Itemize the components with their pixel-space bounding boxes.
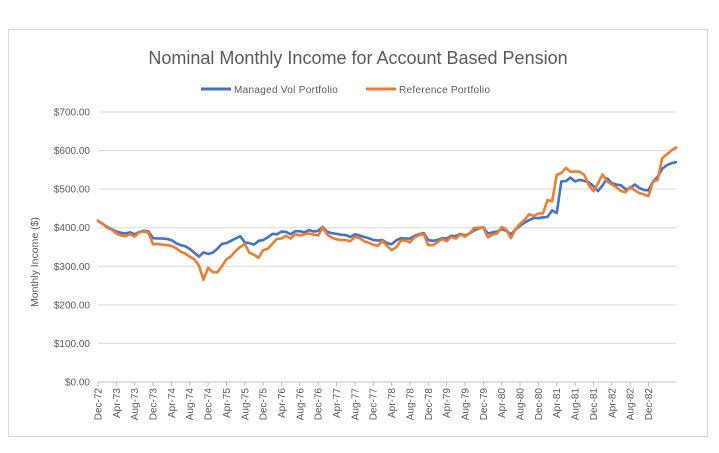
x-tick-label: Aug-81 [571,388,582,421]
y-tick-label: $500.00 [54,185,91,196]
x-tick-label: Dec-74 [204,388,215,421]
x-tick-label: Apr-81 [552,388,563,418]
x-tick-label: Dec-73 [149,388,160,421]
y-tick-label: $700.00 [54,108,91,119]
x-tick-label: Dec-77 [369,388,380,421]
x-tick-label: Dec-81 [589,388,600,421]
x-tick-label: Apr-75 [222,388,233,418]
legend-label-managed-vol: Managed Vol Portfolio [234,85,338,96]
legend: Managed Vol Portfolio Reference Portfoli… [201,85,490,96]
x-tick-label: Aug-76 [295,388,306,421]
x-tick-label: Aug-77 [350,388,361,421]
y-axis-title: Monthly Income ($) [29,217,41,307]
x-tick-label: Dec-82 [644,388,655,421]
x-tick-label: Apr-80 [497,388,508,418]
line-chart: Nominal Monthly Income for Account Based… [29,48,678,420]
x-tick-label: Dec-72 [94,388,105,421]
y-axis-ticks: $0.00 $100.00 $200.00 $300.00 $400.00 $500.00… [54,108,91,389]
x-tick-label: Apr-77 [332,388,343,418]
chart-title: Nominal Monthly Income for Account Based… [148,48,567,68]
x-tick-label: Dec-76 [314,388,325,421]
y-tick-label: $0.00 [65,378,90,389]
chart-area: Nominal Monthly Income for Account Based… [8,29,708,437]
series-line-managed-vol [96,160,678,258]
x-tick-label: Apr-76 [277,388,288,418]
y-tick-label: $600.00 [54,146,91,157]
x-tick-label: Dec-79 [479,388,490,421]
gridlines [98,111,676,383]
x-tick-label: Apr-79 [442,388,453,418]
x-tick-label: Aug-80 [516,388,527,421]
y-tick-label: $400.00 [54,223,91,234]
x-axis-ticks: Dec-72 Apr-73 Aug-73 Dec-73 Apr-74 Aug-74 Dec-… [94,382,655,420]
x-tick-label: Dec-75 [259,388,270,421]
x-tick-label: Dec-80 [534,388,545,421]
x-tick-label: Aug-75 [240,388,251,421]
legend-label-reference: Reference Portfolio [399,85,490,96]
x-tick-label: Aug-82 [626,388,637,421]
x-tick-label: Aug-79 [460,388,471,421]
x-tick-label: Aug-73 [130,388,141,421]
series-lines [96,146,678,282]
x-tick-label: Dec-78 [424,388,435,421]
y-tick-label: $100.00 [54,339,91,350]
y-tick-label: $300.00 [54,262,91,273]
x-tick-label: Aug-78 [405,388,416,421]
x-tick-label: Apr-78 [387,388,398,418]
x-tick-label: Apr-74 [167,388,178,418]
x-tick-label: Aug-74 [185,388,196,421]
x-tick-label: Apr-73 [112,388,123,418]
y-tick-label: $200.00 [54,300,91,311]
x-tick-label: Apr-82 [607,388,618,418]
series-line-reference [96,146,678,282]
